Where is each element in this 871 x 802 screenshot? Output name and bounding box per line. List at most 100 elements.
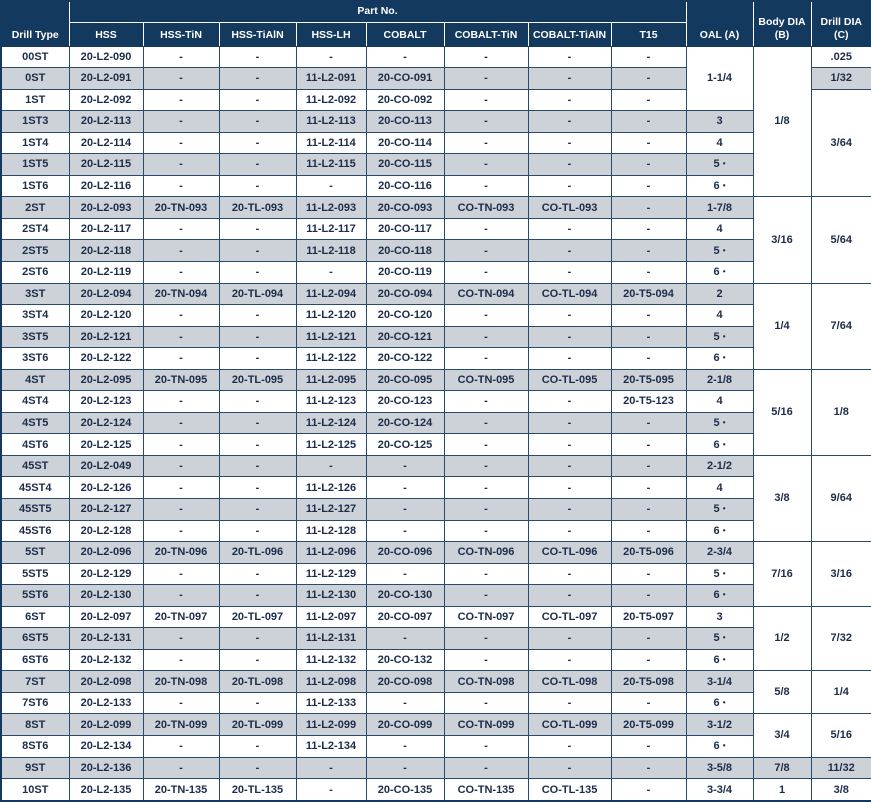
part-no-cell: 20-CO-092 xyxy=(365,88,445,112)
part-no-cell: - xyxy=(142,497,220,521)
part-no-cell: - xyxy=(610,88,687,112)
part-no-cell: - xyxy=(610,497,687,521)
oal-cell: 1-1/4 xyxy=(685,45,754,112)
part-no-cell: - xyxy=(218,519,297,543)
part-no-cell: 20-TL-099 xyxy=(218,713,297,736)
part-no-cell: - xyxy=(218,756,297,780)
part-no-cell: - xyxy=(142,153,220,176)
body-dia-cell: 3/4 xyxy=(752,713,812,758)
part-no-cell: - xyxy=(527,304,612,327)
table-row: 3ST6 20-L2-122- -11-L2-122 20-CO-122- - -6 • xyxy=(0,347,871,370)
drill-type-cell: 45ST xyxy=(0,454,70,478)
drill-dia-cell: 7/64 xyxy=(810,282,871,370)
drill-dia-cell: .025 xyxy=(810,45,871,69)
part-no-cell: - xyxy=(527,756,612,780)
part-no-cell: - xyxy=(142,648,220,672)
table-row: 1ST3 20-L2-113- -11-L2-113 20-CO-113- - -3 xyxy=(0,110,871,133)
part-no-cell: 11-L2-091 xyxy=(295,67,367,90)
part-no-cell: 11-L2-127 xyxy=(295,497,367,521)
drill-dia-cell: 3/8 xyxy=(810,778,871,802)
part-no-cell: - xyxy=(443,67,529,90)
part-no-cell: 20-TL-135 xyxy=(218,778,297,802)
part-no-cell: 11-L2-095 xyxy=(295,368,367,392)
part-no-cell: - xyxy=(142,67,220,90)
part-no-cell: - xyxy=(218,131,297,155)
part-no-cell: 20-L2-049 xyxy=(68,454,144,478)
part-no-cell: 20-L2-118 xyxy=(68,239,144,262)
part-no-cell: - xyxy=(527,260,612,284)
part-no-cell: - xyxy=(218,433,297,456)
part-no-cell: - xyxy=(142,454,220,478)
part-no-cell: 20-CO-116 xyxy=(365,174,445,198)
part-no-cell: - xyxy=(610,648,687,672)
part-no-cell: - xyxy=(218,239,297,262)
part-no-cell: CO-TL-096 xyxy=(527,541,612,564)
part-no-cell: 20-TN-096 xyxy=(142,541,220,564)
part-no-cell: 20-TN-099 xyxy=(142,713,220,736)
footnote-dot: • xyxy=(722,245,726,255)
part-no-cell: - xyxy=(142,304,220,327)
part-no-cell: 20-TN-135 xyxy=(142,778,220,802)
part-no-cell: CO-TL-099 xyxy=(527,713,612,736)
part-no-cell: - xyxy=(443,562,529,586)
part-no-cell: 20-L2-092 xyxy=(68,88,144,112)
part-no-cell: - xyxy=(142,433,220,456)
footnote-dot: • xyxy=(722,181,726,190)
oal-cell: 4 xyxy=(685,390,754,413)
oal-cell: 5 • xyxy=(685,627,754,650)
part-no-cell: CO-TN-096 xyxy=(443,541,529,564)
part-no-cell: CO-TL-094 xyxy=(527,282,612,306)
part-no-cell: - xyxy=(527,174,612,198)
oal-cell: 1-7/8 xyxy=(685,196,754,219)
part-no-cell: - xyxy=(610,239,687,262)
part-no-cell: 20-CO-117 xyxy=(365,217,445,241)
table-row: 1ST5 20-L2-115- -11-L2-115 20-CO-115- - -5 • xyxy=(0,153,871,176)
header-row-top: Drill Type Part No. OAL (A) Body DIA (B)… xyxy=(0,0,871,47)
oal-cell: 6 • xyxy=(685,584,754,607)
part-no-cell: 20-L2-125 xyxy=(68,433,144,456)
part-no-cell: - xyxy=(527,497,612,521)
oal-cell: 6 • xyxy=(685,735,754,758)
part-no-cell: - xyxy=(365,476,445,499)
body-dia-cell: 7/8 xyxy=(752,756,812,780)
part-no-cell: 20-L2-129 xyxy=(68,562,144,586)
part-no-cell: CO-TN-099 xyxy=(443,713,529,736)
part-no-cell: - xyxy=(218,627,297,650)
part-no-cell: - xyxy=(527,411,612,435)
part-no-cell: 11-L2-120 xyxy=(295,304,367,327)
part-no-cell: CO-TL-095 xyxy=(527,368,612,392)
oal-cell: 6 • xyxy=(685,433,754,456)
part-no-cell: 11-L2-097 xyxy=(295,605,367,629)
part-no-cell: - xyxy=(218,304,297,327)
part-no-cell: - xyxy=(443,433,529,456)
oal-cell: 3-1/4 xyxy=(685,670,754,693)
part-no-cell: 20-TL-096 xyxy=(218,541,297,564)
footnote-dot: • xyxy=(722,525,726,535)
drill-type-cell: 1ST3 xyxy=(0,110,70,133)
part-no-cell: 20-CO-118 xyxy=(365,239,445,262)
table-body: 00ST 20-L2-090- - - - - - -1-1/4 1/8.025 0ST 20-L2… xyxy=(0,45,871,802)
part-no-cell: - xyxy=(610,67,687,90)
col-header-cobalt-tin: COBALT-TiN xyxy=(443,21,529,47)
part-no-cell: - xyxy=(142,519,220,543)
part-no-cell: - xyxy=(218,691,297,715)
part-no-cell: CO-TL-093 xyxy=(527,196,612,219)
part-no-cell: - xyxy=(527,433,612,456)
body-dia-cell: 1/4 xyxy=(752,282,812,370)
part-no-cell: 20-CO-123 xyxy=(365,390,445,413)
part-no-cell: 20-L2-094 xyxy=(68,282,144,306)
part-no-cell: - xyxy=(527,347,612,370)
footnote-dot: • xyxy=(722,504,726,514)
part-no-cell: 20-L2-116 xyxy=(68,174,144,198)
table-row: 5ST 20-L2-096 20-TN-096 20-TL-096 11-L2-096 2… xyxy=(0,541,871,607)
col-header-cobalt: COBALT xyxy=(365,21,445,47)
table-row: 4ST6 20-L2-125- -11-L2-125 20-CO-125- - -6 • xyxy=(0,433,871,456)
part-no-cell: - xyxy=(610,584,687,607)
part-no-cell: - xyxy=(142,411,220,435)
part-no-cell: 11-L2-117 xyxy=(295,217,367,241)
oal-cell: 4 xyxy=(685,217,754,241)
table-row: 2ST 20-L2-093 20-TN-093 20-TL-093 11-L2-093 2… xyxy=(0,196,871,284)
part-no-cell: - xyxy=(142,325,220,349)
oal-cell: 6 • xyxy=(685,519,754,543)
part-no-cell: - xyxy=(142,174,220,198)
